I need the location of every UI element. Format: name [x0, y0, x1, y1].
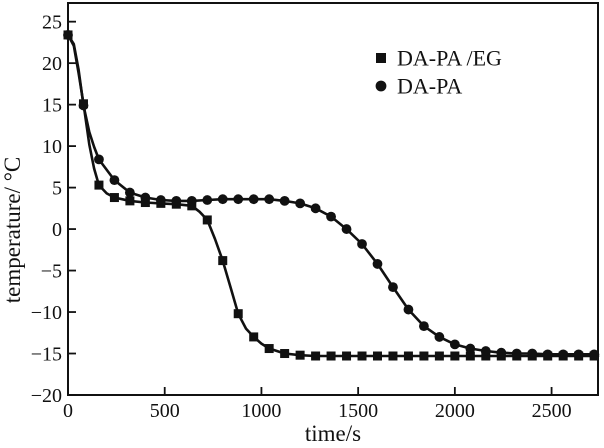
x-tick-label: 2500	[532, 400, 572, 422]
legend-square-marker	[376, 53, 386, 63]
data-point-square	[326, 351, 336, 361]
data-point-circle	[372, 259, 383, 269]
data-point-circle	[155, 195, 166, 205]
y-tick-label: −5	[41, 261, 62, 283]
data-point-circle	[388, 282, 398, 293]
data-point-square	[140, 198, 150, 208]
series-line-2	[66, 33, 600, 356]
data-point-square	[218, 256, 228, 266]
y-tick-label: −20	[31, 385, 62, 407]
y-tick-label: −15	[31, 344, 62, 366]
x-axis-label: time/s	[305, 421, 361, 446]
y-tick-label: 15	[42, 95, 62, 117]
data-point-circle	[248, 194, 259, 205]
data-point-circle	[186, 195, 197, 206]
data-point-circle	[233, 194, 244, 205]
data-point-circle	[589, 349, 600, 360]
data-point-square	[249, 332, 259, 342]
legend-circle-marker	[375, 80, 387, 92]
data-point-square	[481, 351, 491, 361]
data-point-square	[295, 350, 305, 360]
y-tick-label: 5	[52, 178, 62, 200]
x-tick-label: 1000	[241, 400, 281, 422]
data-point-square	[388, 351, 398, 361]
data-point-circle	[279, 195, 290, 206]
data-point-square	[109, 193, 119, 203]
data-point-square	[372, 351, 382, 361]
data-point-circle	[217, 194, 228, 205]
x-tick-label: 2000	[435, 400, 475, 422]
data-point-square	[202, 215, 212, 225]
data-point-circle	[202, 195, 213, 205]
data-point-circle	[295, 198, 306, 209]
x-tick-label: 1500	[338, 400, 378, 422]
data-point-square	[434, 351, 444, 361]
data-point-square	[233, 309, 243, 319]
data-point-circle	[310, 203, 321, 214]
data-point-circle	[542, 349, 553, 360]
data-point-circle	[573, 349, 584, 360]
data-point-square	[450, 351, 460, 361]
data-point-circle	[496, 347, 507, 358]
data-point-square	[342, 351, 352, 361]
data-point-circle	[341, 224, 352, 234]
data-point-square	[403, 351, 413, 361]
y-tick-label: 0	[52, 219, 62, 241]
data-point-circle	[465, 343, 476, 354]
data-point-square	[311, 351, 321, 361]
data-point-circle	[419, 321, 429, 332]
data-point-circle	[94, 154, 104, 165]
data-point-square	[357, 351, 367, 361]
y-tick-label: −10	[31, 302, 62, 324]
data-point-circle	[449, 339, 460, 350]
x-tick-label: 500	[150, 400, 180, 422]
y-tick-label: 25	[42, 12, 62, 34]
legend-label: DA-PA	[397, 74, 462, 99]
data-point-square	[187, 201, 197, 211]
data-point-circle	[480, 346, 491, 356]
data-point-circle	[357, 239, 367, 249]
x-tick-label: 0	[63, 400, 73, 422]
data-point-circle	[511, 348, 522, 359]
data-point-circle	[78, 100, 89, 111]
data-point-circle	[434, 332, 445, 342]
data-point-circle	[63, 30, 73, 40]
data-point-square	[419, 351, 429, 361]
data-point-circle	[326, 211, 336, 222]
data-point-circle	[403, 304, 414, 315]
y-tick-label: 10	[42, 136, 62, 158]
data-point-circle	[171, 195, 182, 206]
data-point-circle	[264, 194, 275, 205]
legend-label: DA-PA /EG	[397, 46, 502, 71]
data-point-square	[465, 351, 475, 361]
data-point-square	[280, 349, 290, 359]
data-point-circle	[558, 349, 569, 360]
data-point-circle	[527, 348, 538, 359]
data-point-square	[264, 344, 274, 354]
data-point-circle	[140, 192, 151, 203]
data-point-square	[94, 180, 104, 190]
data-point-circle	[124, 187, 135, 198]
plot-frame	[67, 2, 599, 396]
data-point-square	[125, 196, 135, 206]
data-point-circle	[109, 175, 120, 186]
y-tick-label: 20	[42, 53, 62, 75]
y-axis-label: temperature/ °C	[0, 157, 25, 304]
